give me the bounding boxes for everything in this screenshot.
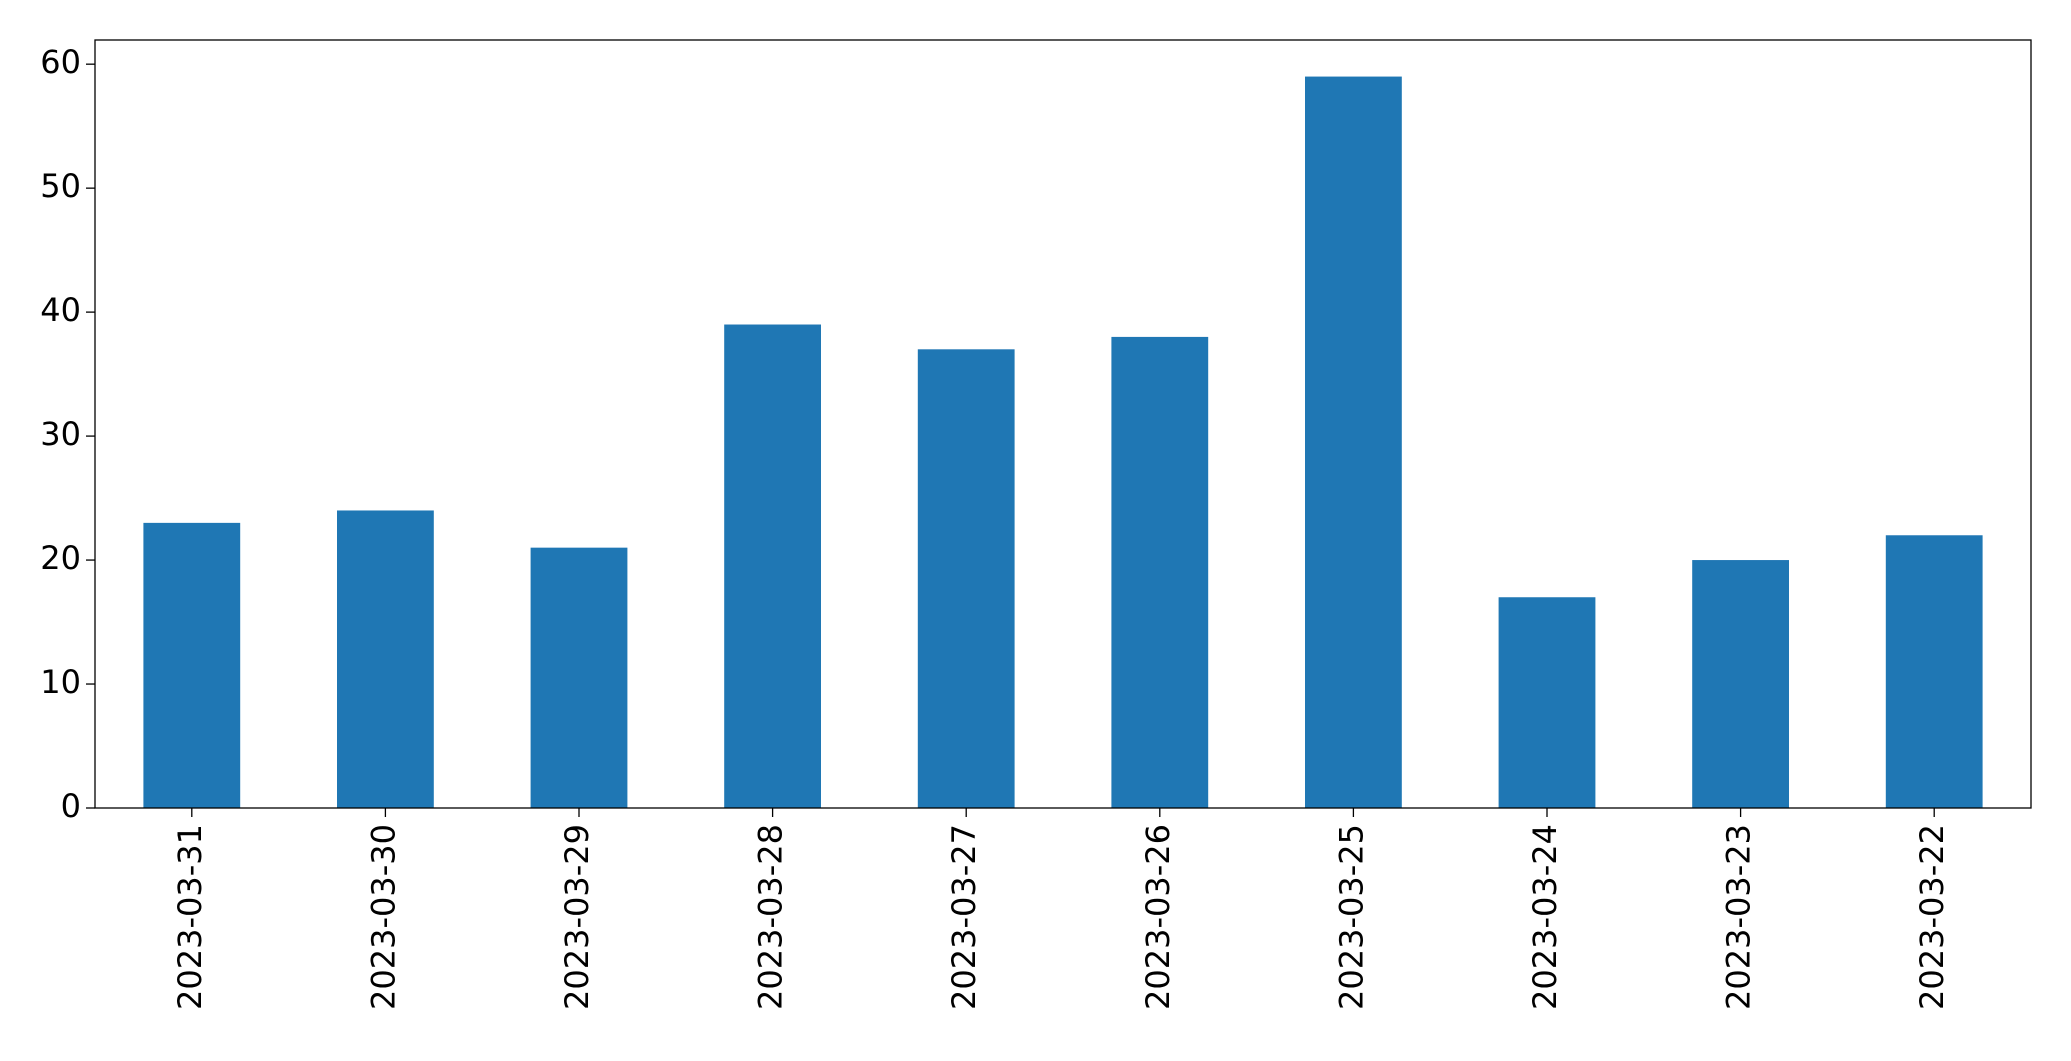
y-tick-label: 20 [40,539,81,577]
axes-frame [94,39,2032,809]
bar [1885,535,1983,808]
y-tick-label: 40 [40,291,81,329]
bar [1498,597,1596,808]
bar [143,522,241,808]
y-tick-label: 60 [40,43,81,81]
x-tick-label: 2023-03-25 [1332,824,1370,1010]
x-tick-label: 2023-03-29 [558,824,596,1010]
y-tick-label: 0 [61,787,81,825]
x-tick-label: 2023-03-26 [1139,824,1177,1010]
x-tick-label: 2023-03-28 [752,824,790,1010]
x-tick-label: 2023-03-24 [1526,824,1564,1010]
bar [1111,336,1209,808]
x-tick-label: 2023-03-23 [1720,824,1758,1010]
bar [917,349,1015,808]
bar [1305,76,1402,809]
x-tick-label: 2023-03-22 [1913,824,1951,1010]
bar [724,324,821,808]
bar [337,510,434,808]
y-tick-label: 30 [40,415,81,453]
x-tick-label: 2023-03-30 [364,824,402,1010]
x-tick-label: 2023-03-31 [171,824,209,1010]
y-tick-label: 50 [40,167,81,205]
bar [1692,560,1789,808]
y-tick-label: 10 [40,663,81,701]
x-tick-label: 2023-03-27 [945,824,983,1010]
bar [530,547,628,808]
